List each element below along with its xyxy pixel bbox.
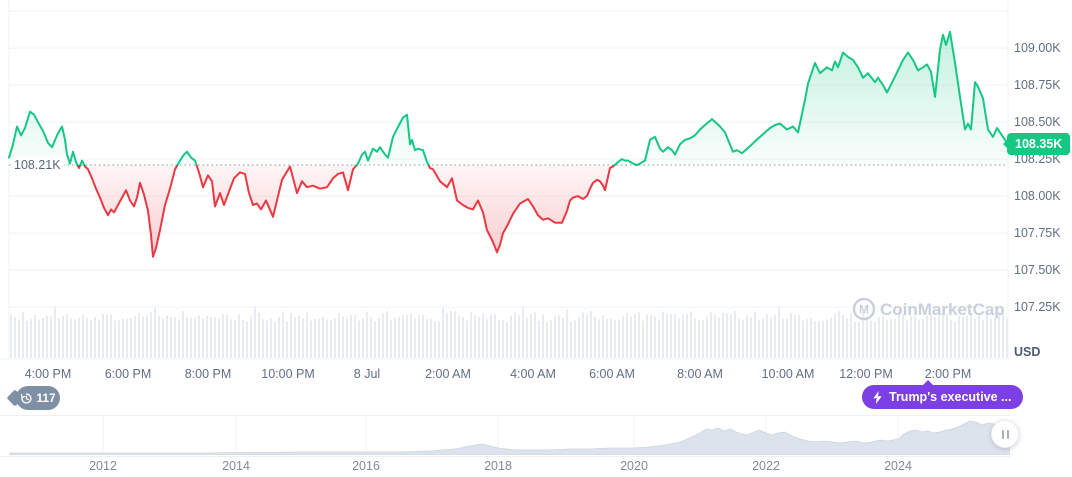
baseline-price-label: 108.21K xyxy=(11,157,64,173)
scrubber-grip-icon xyxy=(1001,429,1004,439)
timeline-year-label: 2022 xyxy=(752,459,780,473)
timeline-year-label: 2020 xyxy=(620,459,648,473)
event-badge-label: Trump's executive ... xyxy=(889,390,1012,404)
y-axis-tick-label: 108.50K xyxy=(1014,115,1061,130)
y-axis-tick-label: 109.00K xyxy=(1014,41,1061,56)
y-axis-tick-label: 107.25K xyxy=(1014,300,1061,315)
timeline-year-label: 2018 xyxy=(484,459,512,473)
x-axis-tick-label: 4:00 PM xyxy=(24,367,72,381)
current-price-value: 108.35K xyxy=(1015,137,1063,152)
volume-bars xyxy=(10,306,1008,358)
timeline-year-label: 2024 xyxy=(884,459,912,473)
x-axis-tick-label: 10:00 AM xyxy=(761,367,815,381)
timeline-year-label: 2012 xyxy=(89,459,117,473)
news-event-badge[interactable]: Trump's executive ... xyxy=(862,380,1024,409)
x-axis-tick-label: 10:00 PM xyxy=(261,367,315,381)
y-axis-tick-label: 107.50K xyxy=(1014,263,1061,278)
timeline-scrubber-handle[interactable] xyxy=(991,420,1019,448)
history-events-badge[interactable]: 117 xyxy=(6,386,60,410)
price-line-up-segments xyxy=(8,30,1009,165)
price-line-down-segments xyxy=(76,165,640,258)
scrubber-grip-icon xyxy=(1006,429,1009,439)
price-area-above-baseline xyxy=(9,31,1008,165)
timeline-minimap[interactable] xyxy=(0,415,1011,457)
timeline-year-label: 2014 xyxy=(222,459,250,473)
history-clock-icon xyxy=(21,392,32,404)
coinmarketcap-logo-icon: M xyxy=(859,303,869,317)
x-axis-tick-label: 4:00 AM xyxy=(510,367,556,381)
current-price-badge: 108.35K xyxy=(1003,133,1071,156)
x-axis-tick-label: 6:00 PM xyxy=(104,367,152,381)
price-area-below-baseline xyxy=(9,165,1008,257)
price-chart-plot[interactable]: M CoinMarketCap xyxy=(0,0,1010,360)
x-axis-tick-label: 2:00 PM xyxy=(924,367,972,381)
watermark-text: CoinMarketCap xyxy=(880,300,1005,319)
x-axis-tick-label: 8 Jul xyxy=(353,367,381,381)
coinmarketcap-watermark: M CoinMarketCap xyxy=(852,297,1005,321)
y-axis-tick-label: 108.25K xyxy=(1014,152,1061,167)
price-badge-notch xyxy=(1003,140,1007,149)
timeline-year-label: 2016 xyxy=(352,459,380,473)
currency-label: USD xyxy=(1014,345,1041,359)
x-axis-tick-label: 8:00 AM xyxy=(677,367,723,381)
y-axis-tick-label: 108.75K xyxy=(1014,78,1061,93)
x-axis-tick-label: 2:00 AM xyxy=(425,367,471,381)
x-axis-tick-label: 8:00 PM xyxy=(184,367,232,381)
x-axis-tick-label: 6:00 AM xyxy=(589,367,635,381)
x-axis-tick-label: 12:00 PM xyxy=(839,367,893,381)
history-events-count: 117 xyxy=(36,391,56,405)
y-axis-tick-label: 107.75K xyxy=(1014,226,1061,241)
lightning-icon xyxy=(873,390,882,404)
event-badge-pointer xyxy=(922,380,934,386)
y-axis-tick-label: 108.00K xyxy=(1014,189,1061,204)
